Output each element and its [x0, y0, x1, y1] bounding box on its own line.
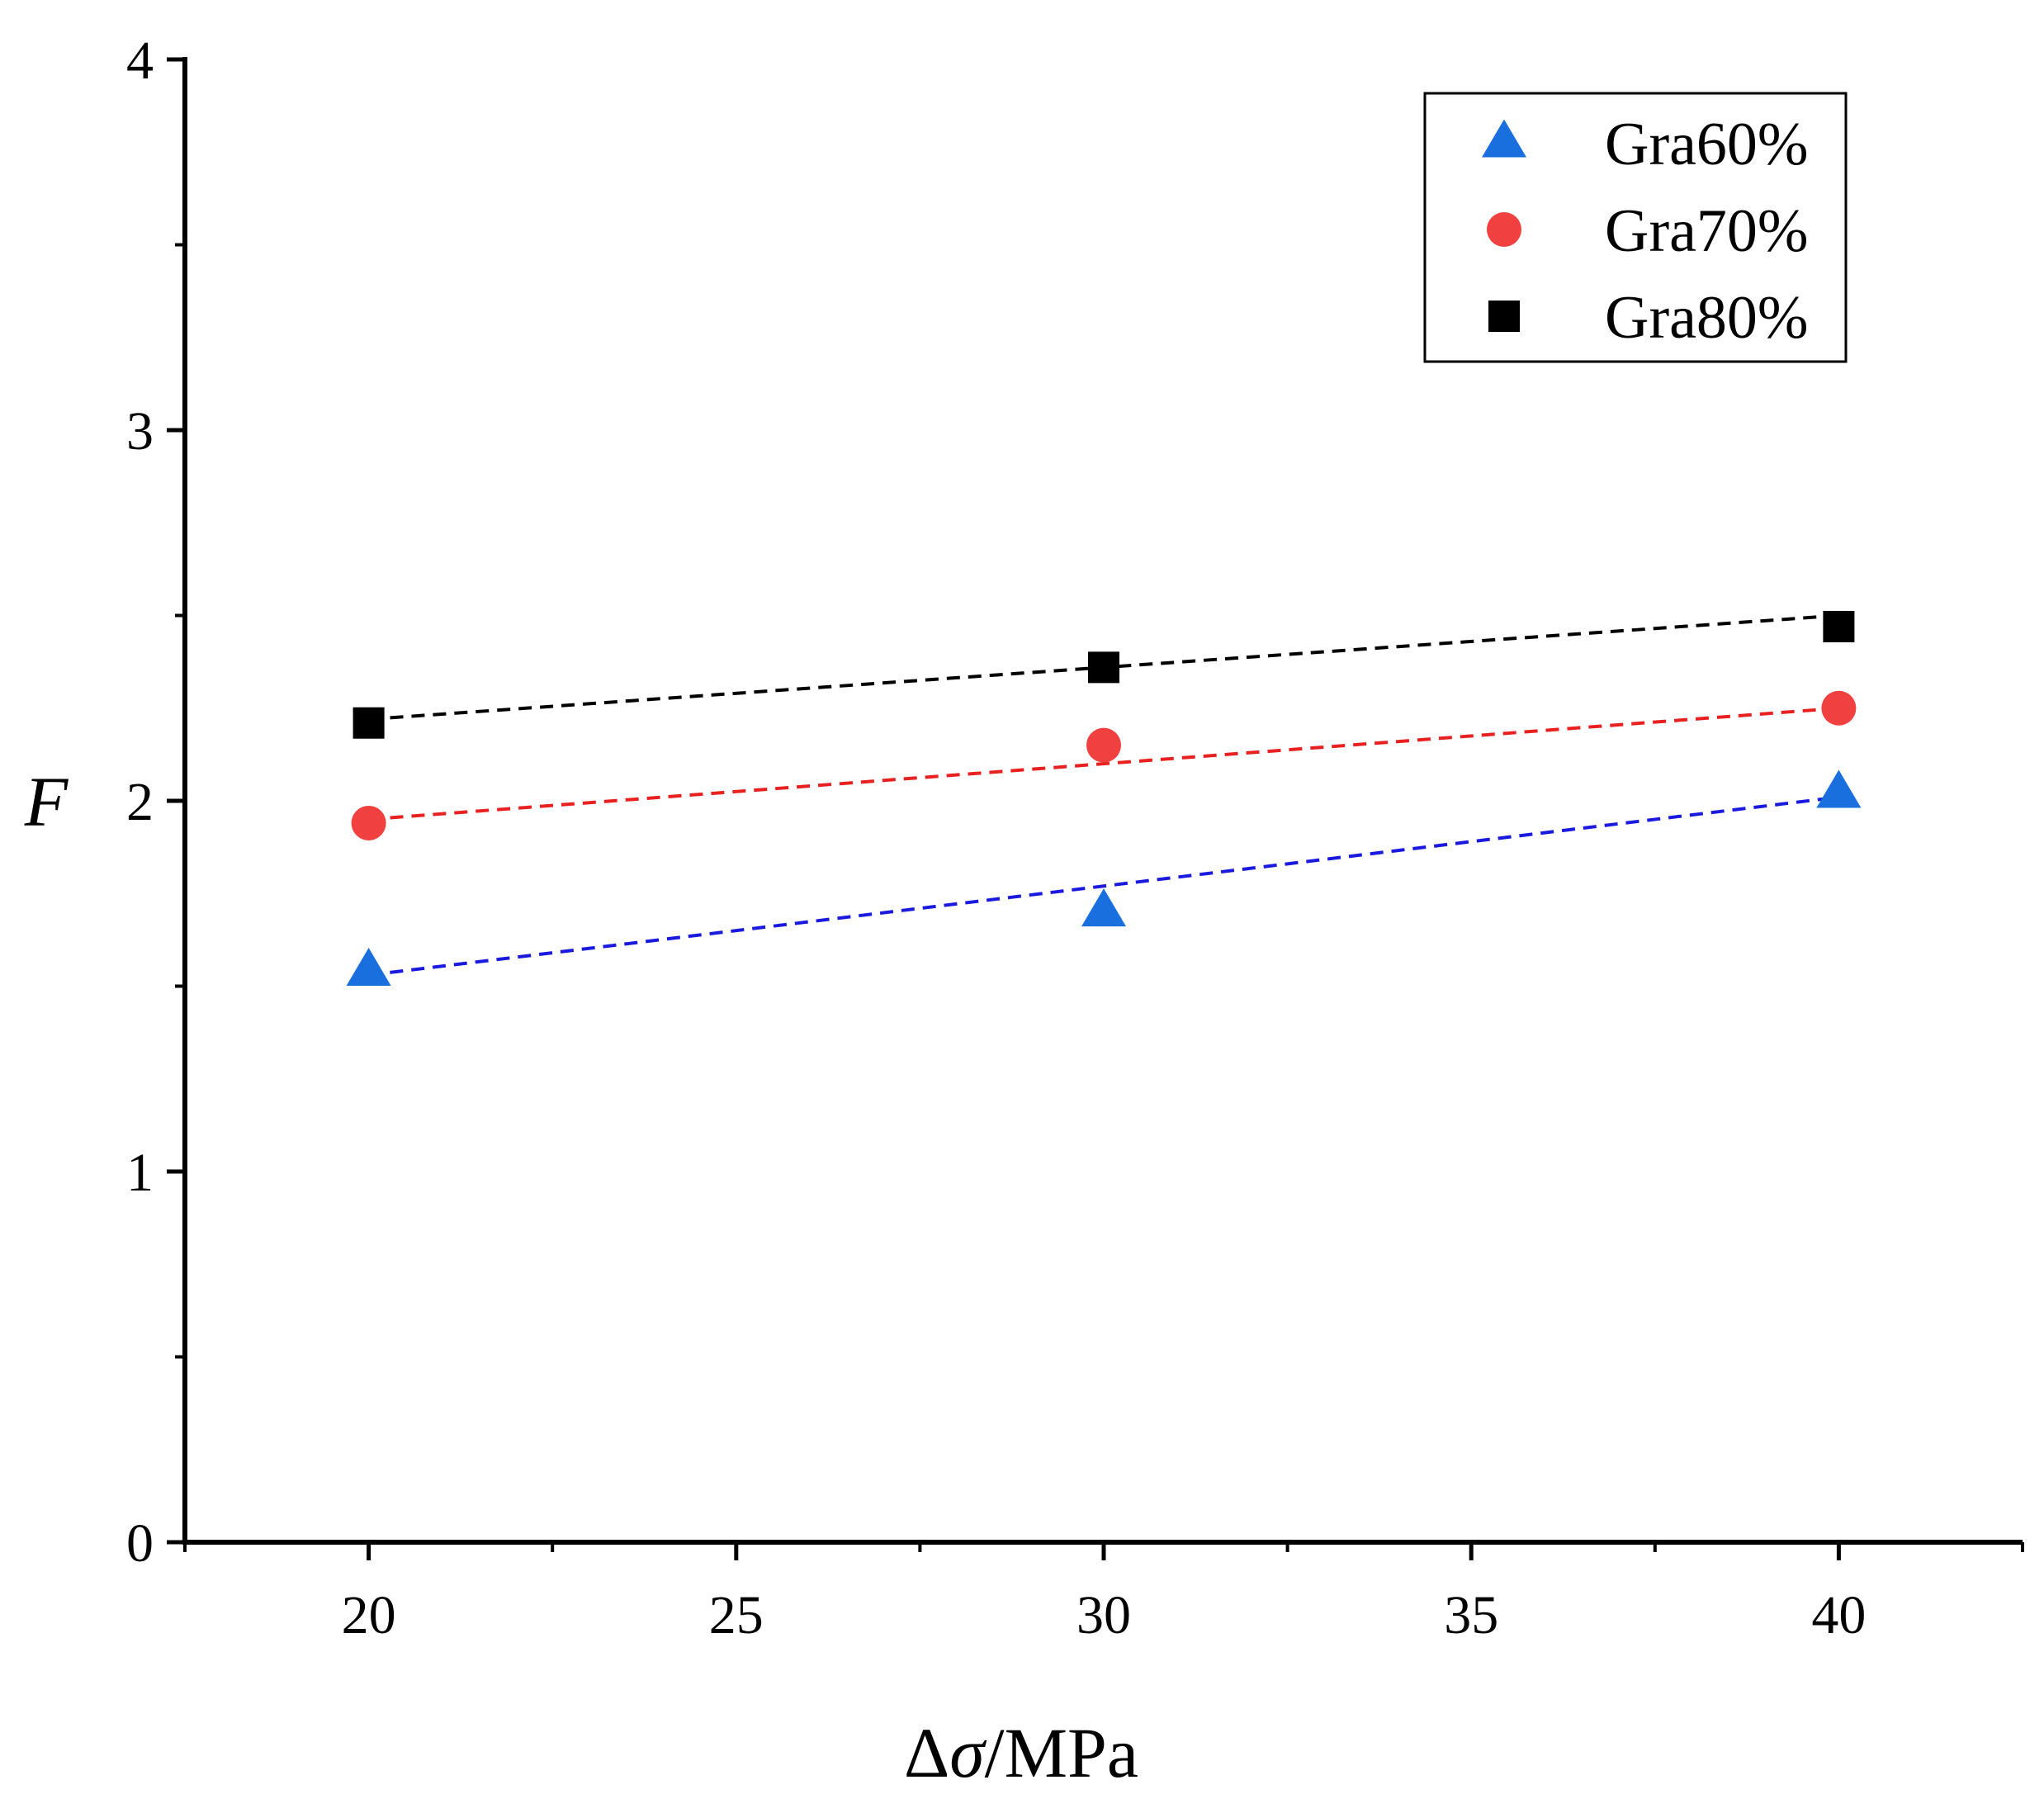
y-tick-label: 1 [126, 1143, 154, 1203]
y-tick-label: 2 [126, 772, 154, 832]
data-markers [346, 610, 1862, 987]
y-tick-label: 3 [126, 401, 154, 462]
point-gra70 [1086, 727, 1121, 763]
x-axis-title: Δσ/MPa [904, 1713, 1138, 1792]
point-gra70 [351, 805, 386, 840]
fit-line-gra70 [368, 706, 1839, 821]
x-axis-ticks: 20 25 30 35 40 [183, 1542, 2024, 1645]
y-tick-label: 0 [126, 1513, 154, 1574]
legend-marker-gra70 [1487, 212, 1521, 247]
fit-line-gra60 [368, 795, 1839, 978]
point-gra70 [1821, 690, 1857, 726]
point-gra60 [346, 948, 391, 987]
legend-marker-gra60 [1482, 119, 1526, 158]
x-axis-title-unit: /MPa [985, 1713, 1138, 1792]
x-tick-label: 25 [709, 1585, 764, 1645]
x-tick-label: 35 [1444, 1585, 1498, 1645]
x-tick-label: 20 [342, 1585, 396, 1645]
legend-label-gra80: Gra80% [1605, 284, 1809, 352]
y-axis-ticks: 0 1 2 3 4 [126, 31, 185, 1574]
point-gra60 [1816, 769, 1862, 808]
y-axis-title: F [24, 762, 69, 841]
x-axis-title-sigma: σ [949, 1713, 987, 1792]
legend: Gra60% Gra70% Gra80% [1423, 92, 1848, 363]
legend-label-gra60: Gra60% [1605, 111, 1809, 178]
point-gra80 [1823, 610, 1855, 642]
x-tick-label: 30 [1076, 1585, 1131, 1645]
legend-label-gra70: Gra70% [1605, 197, 1809, 265]
legend-marker-gra80 [1488, 301, 1520, 332]
point-gra60 [1081, 888, 1126, 927]
x-axis-title-delta: Δ [904, 1713, 949, 1792]
point-gra80 [352, 707, 385, 739]
y-tick-label: 4 [126, 31, 154, 91]
point-gra80 [1088, 651, 1119, 684]
x-tick-label: 40 [1811, 1585, 1866, 1645]
